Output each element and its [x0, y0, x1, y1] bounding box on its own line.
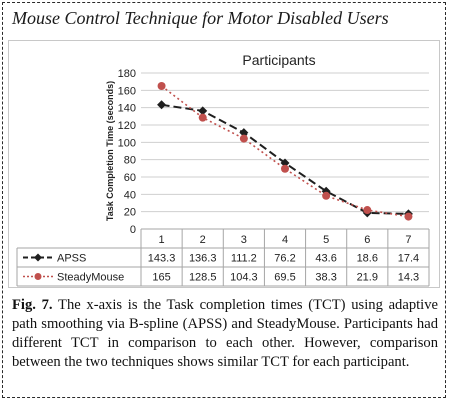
data-label: 69.5 — [274, 272, 295, 284]
chart-title: Participants — [242, 52, 315, 68]
y-tick-label: 160 — [118, 85, 136, 97]
data-point — [239, 128, 249, 138]
data-point — [281, 164, 289, 173]
data-label: 128.5 — [189, 272, 217, 284]
x-tick-label: 6 — [364, 234, 370, 246]
data-point — [198, 106, 208, 116]
y-tick-label: 120 — [118, 120, 136, 132]
series-line-1 — [161, 85, 409, 218]
data-label: 136.3 — [189, 253, 217, 265]
data-point — [157, 82, 166, 90]
data-label: 21.9 — [357, 272, 378, 284]
data-label: 38.3 — [315, 272, 336, 284]
x-tick-label: 3 — [241, 234, 247, 246]
data-label: 17.4 — [398, 253, 419, 265]
data-label: 165 — [152, 272, 170, 284]
data-point — [198, 113, 207, 122]
data-point — [404, 212, 413, 221]
data-label: 76.2 — [274, 253, 295, 265]
legend-label: APSS — [57, 253, 86, 265]
caption-label: Fig. 7. — [12, 297, 53, 313]
x-tick-label: 4 — [282, 234, 288, 246]
x-tick-label: 5 — [323, 234, 329, 246]
data-label: 104.3 — [230, 272, 258, 284]
figure-frame — [2, 2, 446, 398]
data-label: 43.6 — [315, 253, 336, 265]
y-tick-label: 60 — [124, 172, 136, 184]
x-tick-label: 1 — [159, 234, 165, 246]
data-point — [363, 206, 372, 215]
y-tick-label: 80 — [124, 155, 136, 167]
figure-caption: Fig. 7. The x-axis is the Task completio… — [12, 296, 438, 372]
y-tick-label: 0 — [130, 224, 136, 236]
data-point — [157, 100, 167, 110]
y-tick-label: 20 — [124, 207, 136, 219]
data-label: 143.3 — [148, 253, 176, 265]
y-tick-label: 100 — [118, 137, 136, 149]
x-tick-label: 7 — [405, 234, 411, 246]
legend-marker — [34, 253, 42, 262]
data-label: 14.3 — [398, 272, 419, 284]
y-axis-label: Task Completion Time (seconds) — [105, 81, 115, 221]
line-chart: Participants Task Completion Time (secon… — [16, 52, 430, 287]
y-tick-label: 40 — [124, 189, 136, 201]
x-tick-label: 2 — [200, 234, 206, 246]
page-title: Mouse Control Technique for Motor Disabl… — [12, 8, 389, 28]
legend-label: SteadyMouse — [57, 272, 124, 284]
legend-marker — [34, 273, 42, 280]
data-point — [239, 134, 248, 143]
y-tick-label: 180 — [118, 68, 136, 80]
data-point — [322, 191, 331, 200]
caption-text: The x-axis is the Task completion times … — [12, 297, 439, 370]
y-tick-label: 140 — [118, 103, 136, 115]
data-label: 111.2 — [231, 253, 257, 265]
data-label: 18.6 — [357, 253, 378, 265]
data-point — [280, 158, 290, 168]
chart-container: Participants Task Completion Time (secon… — [8, 40, 440, 288]
